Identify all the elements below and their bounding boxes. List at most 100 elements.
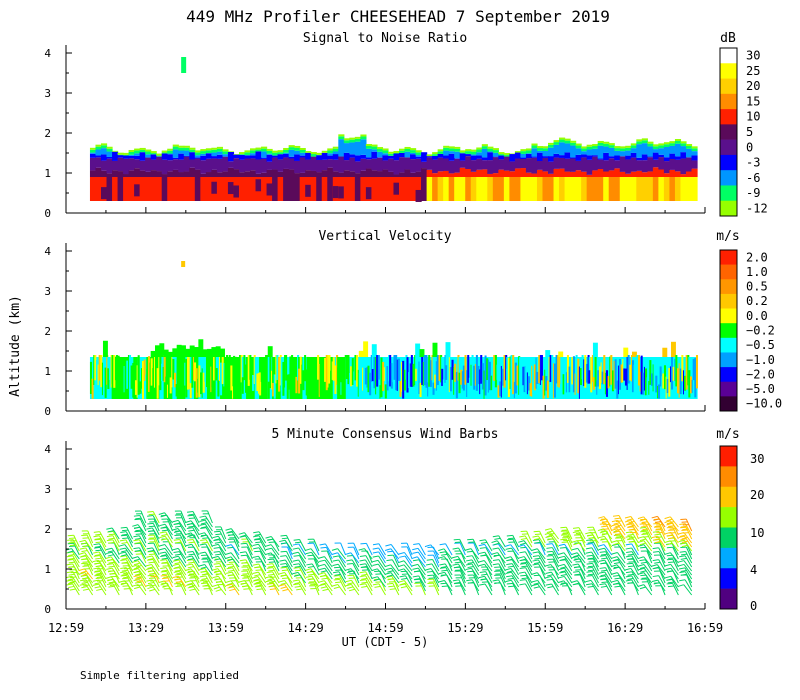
wind-barb xyxy=(192,559,200,572)
snr-cell xyxy=(233,158,240,170)
vv-cell xyxy=(384,384,387,399)
wind-barb-flag xyxy=(678,567,686,570)
wind-barb-flag xyxy=(109,580,116,584)
wind-barb xyxy=(286,551,293,564)
wind-barb-flag xyxy=(121,557,128,560)
wind-barb-flag xyxy=(345,579,352,583)
snr-cell xyxy=(404,148,411,152)
snr-cell xyxy=(608,170,615,177)
snr-cell xyxy=(106,173,113,177)
wind-barb-flag xyxy=(519,535,526,538)
wind-barb-flag xyxy=(107,530,114,533)
vv-cell xyxy=(192,355,196,381)
snr-cell xyxy=(376,147,384,150)
wind-barb-flag xyxy=(267,538,274,542)
wind-barb xyxy=(153,534,160,548)
wind-barb xyxy=(337,563,346,576)
snr-cell xyxy=(216,154,224,159)
vv-cell xyxy=(245,364,248,393)
vv-cell xyxy=(358,373,361,396)
wind-barb-flag xyxy=(359,559,366,562)
wind-barb xyxy=(339,579,347,592)
wind-barb xyxy=(297,572,307,584)
snr-cell xyxy=(608,143,615,146)
wind-barb-flag xyxy=(307,565,314,568)
wind-barb-flag xyxy=(626,551,633,554)
wind-barb-flag xyxy=(387,570,394,573)
vv-cell xyxy=(600,362,603,384)
wind-barb xyxy=(285,555,293,568)
vv-cell xyxy=(310,363,313,391)
vv-cell xyxy=(409,363,412,387)
snr-cell xyxy=(630,157,637,172)
snr-cell xyxy=(211,181,218,194)
wind-barb-flag xyxy=(346,570,353,574)
vv-cell xyxy=(529,383,532,397)
vv-cell xyxy=(585,363,588,383)
snr-cell xyxy=(244,158,251,172)
snr-cell xyxy=(652,144,659,147)
wind-barb xyxy=(218,539,227,552)
wind-barb-flag xyxy=(601,525,608,528)
wind-barb-flag xyxy=(598,547,605,551)
snr-cell xyxy=(432,159,439,174)
wind-barb-flag xyxy=(588,536,595,540)
snr-cell xyxy=(553,157,560,169)
wind-barb xyxy=(631,579,639,592)
snr-cell xyxy=(498,155,505,160)
figure-title: 449 MHz Profiler CHEESEHEAD 7 September … xyxy=(186,7,610,26)
wind-barb xyxy=(576,540,586,552)
vv-cell xyxy=(150,358,153,386)
wind-barb xyxy=(658,551,666,564)
vv-cell xyxy=(531,365,534,397)
wind-barb-flag xyxy=(519,551,526,554)
snr-cell xyxy=(487,160,494,174)
wind-barb xyxy=(125,531,133,544)
wind-barb-flag xyxy=(681,544,688,548)
wind-barb xyxy=(404,583,413,596)
snr-cell xyxy=(238,152,246,155)
snr-cell xyxy=(570,171,577,177)
colorbar-label: −0.2 xyxy=(746,324,775,338)
snr-cell xyxy=(139,152,146,161)
wind-barb xyxy=(671,579,679,592)
snr-cell xyxy=(570,157,577,159)
wind-barb xyxy=(632,563,639,576)
snr-title: Signal to Noise Ratio xyxy=(303,31,467,46)
snr-cell xyxy=(498,159,505,170)
vv-cell xyxy=(466,370,469,398)
wind-barb xyxy=(246,546,253,560)
vv-cell xyxy=(581,355,584,380)
wind-barb xyxy=(204,532,213,544)
wind-barb xyxy=(313,538,320,552)
wind-barb-flag xyxy=(574,573,581,576)
wind-barb xyxy=(565,527,573,540)
snr-cell xyxy=(498,152,505,155)
snr-cell xyxy=(150,170,157,177)
wind-barb xyxy=(273,554,280,568)
wind-barb xyxy=(390,548,400,560)
snr-cell xyxy=(216,151,224,155)
wind-barb xyxy=(433,550,440,564)
wind-barb xyxy=(177,528,187,540)
vv-cell xyxy=(604,372,607,395)
wind-barb-flag xyxy=(533,582,540,585)
snr-cell xyxy=(343,152,350,161)
vv-cell xyxy=(273,374,276,399)
vv-cell xyxy=(652,364,655,392)
wind-barb-flag xyxy=(123,576,130,579)
wind-barb-flag xyxy=(546,578,553,581)
wind-barb-flag xyxy=(187,566,194,569)
wind-barb xyxy=(299,567,307,580)
wind-barb-flag xyxy=(200,570,207,573)
snr-cell xyxy=(680,143,687,147)
wind-barb-flag xyxy=(68,582,75,585)
wind-barb xyxy=(125,547,133,560)
snr-cell xyxy=(189,159,196,168)
snr-cell xyxy=(321,177,328,201)
wind-barb xyxy=(604,559,613,572)
wind-barb-flag xyxy=(269,584,276,588)
wind-barb-flag xyxy=(66,563,73,566)
wind-barb-flag xyxy=(319,567,326,571)
wind-barb-flag xyxy=(348,588,355,592)
